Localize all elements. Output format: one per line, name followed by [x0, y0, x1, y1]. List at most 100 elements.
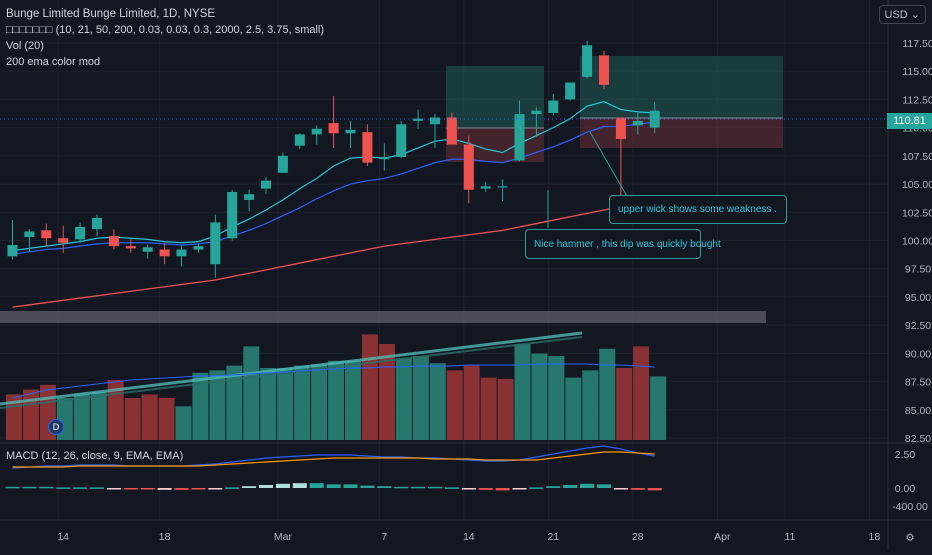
macd-histogram-bar	[597, 484, 611, 488]
price-axis-label: 90.00	[905, 348, 931, 360]
price-axis-label: 92.50	[905, 320, 931, 332]
macd-histogram-bar	[191, 488, 206, 490]
macd-histogram-bar	[5, 486, 20, 489]
volume-bar	[311, 364, 328, 440]
candle-body	[277, 155, 288, 173]
price-axis-label: 117.50	[902, 38, 932, 50]
candle-body	[294, 134, 305, 146]
volume-bar	[294, 365, 311, 440]
volume-bar	[90, 392, 107, 440]
candle-body	[430, 117, 440, 125]
candle-body	[615, 117, 626, 139]
volume-bar	[192, 372, 209, 440]
macd-legend[interactable]: MACD (12, 26, close, 9, EMA, EMA)	[6, 450, 184, 462]
price-axis-label: 82.50	[905, 433, 931, 445]
macd-signal-line	[12, 451, 655, 468]
volume-ma-line	[12, 363, 655, 399]
position-profit-zone-1	[446, 66, 544, 128]
indicator-legend[interactable]: □□□□□□□ (10, 21, 50, 200, 0.03, 0.03, 0.…	[6, 24, 325, 36]
annotation-hammer[interactable]: Nice hammer , this dip was quickly bough…	[525, 229, 721, 259]
volume-bar	[565, 377, 582, 440]
macd-histogram-bar	[647, 488, 662, 491]
volume-bar	[480, 377, 497, 440]
macd-histogram-bar	[275, 483, 290, 488]
currency-button[interactable]: USD ⌄	[878, 5, 926, 24]
macd-histogram-bar	[259, 485, 273, 488]
candle-body	[599, 55, 609, 85]
candle-body	[396, 124, 407, 157]
price-axis-label: 107.50	[902, 151, 932, 163]
volume-bar	[463, 365, 480, 440]
volume-legend[interactable]: Vol (20)	[6, 40, 44, 52]
macd-histogram-bar	[123, 488, 138, 490]
time-axis-label: 14	[57, 531, 69, 543]
macd-histogram-bar	[478, 488, 493, 490]
candle-body	[24, 231, 35, 238]
candle-body	[108, 235, 119, 247]
candle-body	[497, 186, 508, 188]
volume-bar	[548, 356, 565, 440]
volume-bar	[412, 356, 429, 440]
candle-body	[227, 191, 238, 239]
macd-histogram-bar	[377, 486, 392, 488]
candle-body	[413, 118, 424, 121]
candle-body	[159, 249, 170, 257]
candle-body	[244, 194, 255, 200]
symbol-title[interactable]: Bunge Limited Bunge Limited, 1D, NYSE	[6, 8, 216, 20]
volume-bar	[616, 368, 633, 440]
macd-histogram-bar	[613, 488, 628, 490]
candle-body	[210, 222, 221, 265]
candle-body	[548, 100, 559, 113]
macd-histogram-bar	[157, 488, 172, 490]
macd-histogram-bar	[580, 483, 595, 488]
price-axis-label: 97.50	[905, 264, 931, 276]
volume-bar	[361, 334, 378, 440]
macd-histogram-bar	[563, 485, 578, 488]
candle-body	[379, 156, 390, 160]
macd-axis-label: 0.00	[895, 483, 916, 495]
candle-body	[632, 120, 643, 126]
volume-bar	[429, 363, 446, 440]
macd-histogram-bar	[394, 486, 409, 489]
macd-histogram-bar	[106, 488, 121, 490]
candle-body	[261, 180, 271, 189]
dividend-marker[interactable]: D	[48, 419, 64, 435]
ema-fast-line	[12, 101, 655, 252]
macd-histogram-bar	[546, 486, 561, 488]
ema-legend[interactable]: 200 ema color mod	[6, 56, 101, 68]
macd-histogram-bar	[90, 487, 104, 489]
candle-body	[649, 110, 660, 128]
volume-bar	[599, 348, 616, 440]
candle-body	[446, 117, 457, 145]
volume-bar	[243, 346, 260, 440]
price-axis-label: 100.00	[902, 236, 932, 248]
macd-histogram-bar	[22, 486, 37, 489]
annotation-upper-wick[interactable]: upper wick shows some weakness .	[609, 195, 787, 224]
volume-bar	[446, 370, 463, 440]
candle-body	[176, 249, 187, 257]
candle-body	[92, 217, 102, 230]
volume-bar	[175, 406, 192, 440]
volume-bar	[209, 370, 226, 440]
time-axis-label: 18	[869, 531, 881, 543]
volume-trendline	[0, 331, 583, 406]
candle-body	[565, 82, 576, 100]
volume-bar	[226, 365, 243, 440]
macd-histogram-bar	[174, 488, 189, 490]
ema-slow-line	[12, 121, 655, 255]
support-zone	[0, 311, 766, 323]
candle-body	[193, 246, 204, 250]
macd-histogram-bar	[292, 483, 307, 488]
position-profit-zone-2	[580, 56, 783, 118]
time-axis-label: Apr	[714, 531, 731, 543]
macd-histogram-bar	[428, 486, 442, 489]
macd-histogram-bar	[326, 484, 341, 488]
price-axis-label: 85.00	[905, 405, 931, 417]
volume-bar	[650, 376, 667, 440]
candle-body	[531, 110, 542, 115]
volume-bar	[22, 389, 39, 440]
volume-bar	[158, 398, 175, 440]
time-axis-label: 7	[381, 531, 387, 543]
